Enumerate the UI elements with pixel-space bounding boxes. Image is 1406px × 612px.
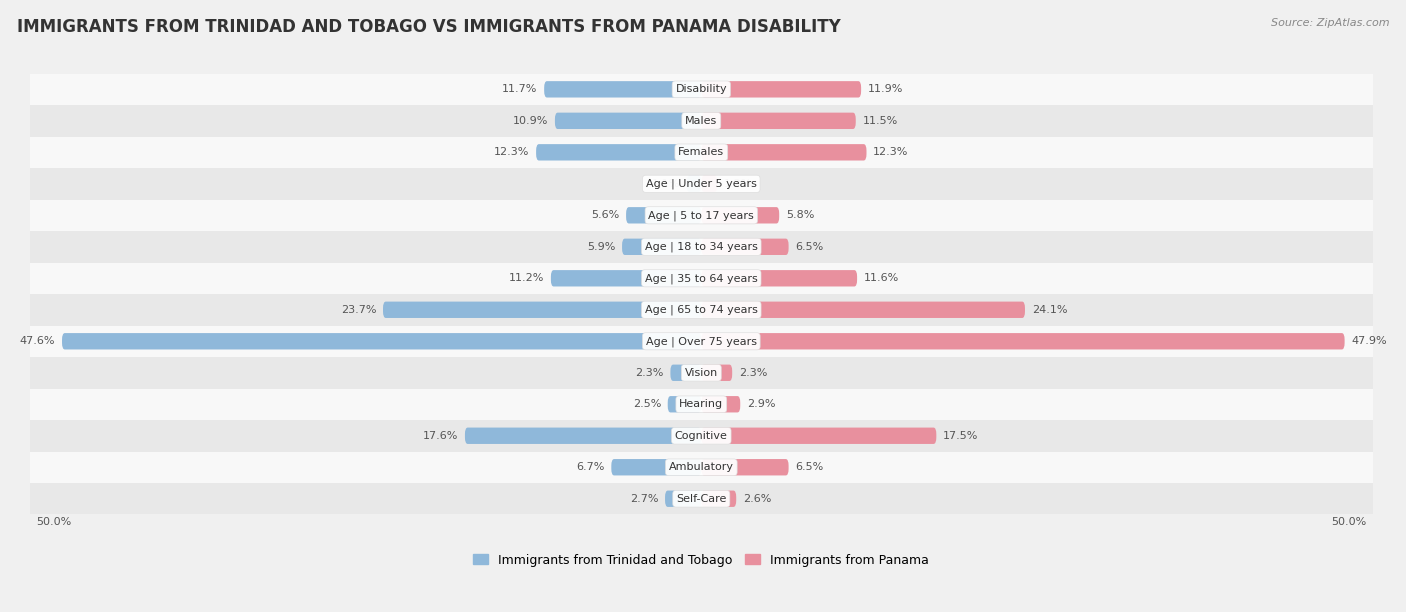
Text: Source: ZipAtlas.com: Source: ZipAtlas.com <box>1271 18 1389 28</box>
Bar <box>30 105 1372 136</box>
Text: 11.6%: 11.6% <box>863 274 898 283</box>
Bar <box>30 420 1372 452</box>
FancyBboxPatch shape <box>702 113 856 129</box>
Text: 24.1%: 24.1% <box>1032 305 1067 315</box>
Text: Hearing: Hearing <box>679 399 723 409</box>
FancyBboxPatch shape <box>702 302 1025 318</box>
FancyBboxPatch shape <box>702 81 860 97</box>
Text: 5.9%: 5.9% <box>586 242 616 252</box>
Text: 2.6%: 2.6% <box>742 494 772 504</box>
Bar <box>30 294 1372 326</box>
Text: 12.3%: 12.3% <box>494 147 530 157</box>
FancyBboxPatch shape <box>702 396 740 412</box>
Text: 2.3%: 2.3% <box>636 368 664 378</box>
FancyBboxPatch shape <box>686 176 702 192</box>
Bar <box>30 389 1372 420</box>
Text: 11.9%: 11.9% <box>868 84 903 94</box>
FancyBboxPatch shape <box>544 81 702 97</box>
Text: 50.0%: 50.0% <box>37 517 72 528</box>
Text: 11.5%: 11.5% <box>862 116 897 126</box>
FancyBboxPatch shape <box>551 270 702 286</box>
Text: 17.6%: 17.6% <box>423 431 458 441</box>
FancyBboxPatch shape <box>702 333 1344 349</box>
Text: 2.5%: 2.5% <box>633 399 661 409</box>
Text: 6.7%: 6.7% <box>576 462 605 472</box>
Text: 50.0%: 50.0% <box>1331 517 1367 528</box>
Text: Males: Males <box>685 116 717 126</box>
FancyBboxPatch shape <box>702 428 936 444</box>
Text: 10.9%: 10.9% <box>513 116 548 126</box>
FancyBboxPatch shape <box>702 459 789 476</box>
Text: Cognitive: Cognitive <box>675 431 728 441</box>
FancyBboxPatch shape <box>668 396 702 412</box>
FancyBboxPatch shape <box>612 459 702 476</box>
Text: Age | 18 to 34 years: Age | 18 to 34 years <box>645 242 758 252</box>
FancyBboxPatch shape <box>626 207 702 223</box>
Bar <box>30 73 1372 105</box>
Bar <box>30 231 1372 263</box>
Bar <box>30 483 1372 515</box>
Text: Disability: Disability <box>675 84 727 94</box>
Text: 5.8%: 5.8% <box>786 211 814 220</box>
Legend: Immigrants from Trinidad and Tobago, Immigrants from Panama: Immigrants from Trinidad and Tobago, Imm… <box>474 553 929 567</box>
FancyBboxPatch shape <box>702 270 858 286</box>
FancyBboxPatch shape <box>702 176 717 192</box>
Text: 11.2%: 11.2% <box>509 274 544 283</box>
Text: 47.9%: 47.9% <box>1351 336 1386 346</box>
Text: Self-Care: Self-Care <box>676 494 727 504</box>
FancyBboxPatch shape <box>702 491 737 507</box>
Text: Age | Over 75 years: Age | Over 75 years <box>645 336 756 346</box>
FancyBboxPatch shape <box>555 113 702 129</box>
Text: 23.7%: 23.7% <box>340 305 377 315</box>
Bar <box>30 263 1372 294</box>
FancyBboxPatch shape <box>62 333 702 349</box>
Bar <box>30 357 1372 389</box>
Text: 1.2%: 1.2% <box>724 179 752 189</box>
Bar <box>30 452 1372 483</box>
Text: 2.3%: 2.3% <box>740 368 768 378</box>
FancyBboxPatch shape <box>465 428 702 444</box>
Text: 17.5%: 17.5% <box>943 431 979 441</box>
Bar <box>30 326 1372 357</box>
Text: 5.6%: 5.6% <box>591 211 620 220</box>
FancyBboxPatch shape <box>702 239 789 255</box>
FancyBboxPatch shape <box>671 365 702 381</box>
Text: 6.5%: 6.5% <box>796 242 824 252</box>
Text: Age | Under 5 years: Age | Under 5 years <box>645 179 756 189</box>
FancyBboxPatch shape <box>702 365 733 381</box>
Text: 2.7%: 2.7% <box>630 494 658 504</box>
FancyBboxPatch shape <box>621 239 702 255</box>
FancyBboxPatch shape <box>702 144 866 160</box>
FancyBboxPatch shape <box>702 207 779 223</box>
Text: Vision: Vision <box>685 368 718 378</box>
Bar <box>30 168 1372 200</box>
Bar <box>30 136 1372 168</box>
FancyBboxPatch shape <box>382 302 702 318</box>
Text: Age | 65 to 74 years: Age | 65 to 74 years <box>645 305 758 315</box>
FancyBboxPatch shape <box>536 144 702 160</box>
Text: 12.3%: 12.3% <box>873 147 908 157</box>
Text: Age | 5 to 17 years: Age | 5 to 17 years <box>648 210 754 220</box>
Bar <box>30 200 1372 231</box>
Text: 6.5%: 6.5% <box>796 462 824 472</box>
Text: IMMIGRANTS FROM TRINIDAD AND TOBAGO VS IMMIGRANTS FROM PANAMA DISABILITY: IMMIGRANTS FROM TRINIDAD AND TOBAGO VS I… <box>17 18 841 36</box>
Text: 47.6%: 47.6% <box>20 336 55 346</box>
Text: 11.7%: 11.7% <box>502 84 537 94</box>
Text: Females: Females <box>678 147 724 157</box>
Text: 1.1%: 1.1% <box>651 179 681 189</box>
Text: Ambulatory: Ambulatory <box>669 462 734 472</box>
Text: Age | 35 to 64 years: Age | 35 to 64 years <box>645 273 758 283</box>
Text: 2.9%: 2.9% <box>747 399 776 409</box>
FancyBboxPatch shape <box>665 491 702 507</box>
